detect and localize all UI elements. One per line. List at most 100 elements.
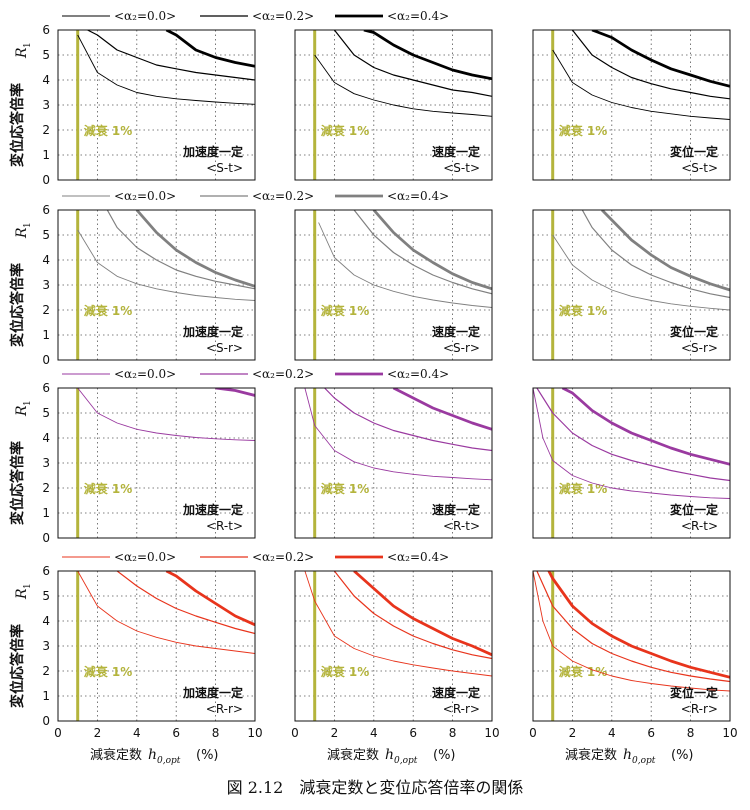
y-tick-label: 2 (42, 664, 50, 678)
x-tick-label: 4 (608, 726, 616, 740)
series-line (116, 571, 255, 635)
y-tick-label: 0 (42, 173, 50, 187)
legend-label: <α₂=0.2> (252, 367, 314, 381)
series-line (601, 210, 730, 292)
series-line (77, 388, 255, 441)
series-line (77, 571, 255, 654)
series-line (165, 571, 255, 627)
y-axis-subscript: 1 (23, 222, 33, 228)
series-line (324, 388, 492, 452)
y-tick-label: 6 (42, 23, 50, 37)
panel-title: 加速度一定 (182, 685, 243, 700)
panel-title: 速度一定 (432, 324, 480, 339)
legend-label: <α₂=0.4> (387, 550, 449, 564)
legend-label: <α₂=0.4> (387, 189, 449, 203)
x-axis-unit: (%) (671, 748, 694, 763)
plot-frame (57, 570, 256, 722)
marker-label: 減衰 1% (559, 664, 608, 679)
x-tick-label: 8 (449, 726, 457, 740)
panel-title: 変位一定 (670, 144, 718, 159)
y-axis-label: 変位応答倍率 (9, 263, 26, 347)
marker-label: 減衰 1% (559, 123, 608, 138)
x-axis-label: 減衰定数 (327, 747, 379, 763)
legend-label: <α₂=0.0> (114, 367, 176, 381)
marker-label: 減衰 1% (321, 664, 370, 679)
legend-label: <α₂=0.4> (387, 9, 449, 23)
x-tick-label: 8 (687, 726, 695, 740)
series-line (353, 571, 492, 657)
y-axis-subscript: 1 (23, 42, 33, 48)
legend-label: <α₂=0.0> (114, 9, 176, 23)
x-axis-subscript: 0,opt (394, 756, 418, 766)
y-axis-symbol: R (14, 227, 30, 239)
legend-label: <α₂=0.2> (252, 189, 314, 203)
plot-frame (57, 387, 256, 539)
plot-frame (532, 387, 731, 539)
panel-title: 速度一定 (432, 502, 480, 517)
plot-frame (532, 29, 731, 181)
legend-label: <α₂=0.4> (387, 367, 449, 381)
panel-tag: <S-t> (443, 161, 480, 175)
y-tick-label: 0 (42, 531, 50, 545)
y-tick-label: 6 (42, 203, 50, 217)
series-line (561, 388, 730, 466)
marker-label: 減衰 1% (84, 123, 133, 138)
x-axis-label: 減衰定数 (565, 747, 617, 763)
y-axis-subscript: 1 (23, 400, 33, 406)
y-tick-label: 3 (42, 98, 50, 112)
panel-title: 加速度一定 (182, 324, 243, 339)
y-tick-label: 0 (42, 353, 50, 367)
panel-tag: <R-t> (681, 519, 718, 533)
panel-tag: <R-r> (443, 702, 480, 716)
plot-frame (57, 209, 256, 361)
series-line (533, 388, 730, 499)
panel-title: 変位一定 (670, 324, 718, 339)
legend-label: <α₂=0.0> (114, 550, 176, 564)
y-tick-label: 1 (42, 506, 50, 520)
plot-frame (532, 209, 731, 361)
series-line (581, 210, 730, 299)
marker-label: 減衰 1% (84, 481, 133, 496)
figure-canvas: <α₂=0.0> <α₂=0.2> <α₂=0.4> <α₂=0.0> <α₂=0.2>… (9, 9, 738, 766)
y-tick-label: 2 (42, 481, 50, 495)
y-axis-symbol: R (14, 47, 30, 59)
series-line (318, 222, 492, 308)
series-line (571, 30, 730, 100)
series-line (353, 210, 492, 295)
y-tick-label: 6 (42, 381, 50, 395)
series-line (304, 388, 492, 481)
marker-label: 減衰 1% (321, 303, 370, 318)
series-line (333, 30, 492, 97)
y-tick-label: 5 (42, 406, 50, 420)
y-axis-label: 変位応答倍率 (9, 441, 26, 525)
series-line (87, 30, 255, 81)
x-axis-label: 減衰定数 (90, 747, 142, 763)
series-line (135, 210, 255, 288)
series-line (106, 210, 255, 290)
y-axis-label: 変位応答倍率 (9, 624, 26, 708)
y-tick-label: 4 (42, 73, 50, 87)
plot-frame (294, 29, 493, 181)
series-line (372, 210, 492, 291)
x-axis-subscript: 0,opt (632, 756, 656, 766)
y-tick-label: 3 (42, 456, 50, 470)
panel-title: 変位一定 (670, 502, 718, 517)
plot-frame (294, 209, 493, 361)
series-line (165, 30, 255, 68)
y-tick-label: 4 (42, 431, 50, 445)
x-tick-label: 4 (133, 726, 141, 740)
series-line (536, 571, 730, 683)
x-axis-unit: (%) (433, 748, 456, 763)
y-tick-label: 0 (42, 714, 50, 728)
x-tick-label: 6 (172, 726, 180, 740)
panel-title: 加速度一定 (182, 144, 243, 159)
series-line (77, 34, 255, 105)
panel-title: 変位一定 (670, 685, 718, 700)
marker-label: 減衰 1% (84, 303, 133, 318)
y-tick-label: 6 (42, 564, 50, 578)
series-line (552, 234, 730, 311)
series-line (547, 571, 730, 679)
x-tick-label: 6 (409, 726, 417, 740)
y-tick-label: 4 (42, 253, 50, 267)
panel-title: 速度一定 (432, 685, 480, 700)
